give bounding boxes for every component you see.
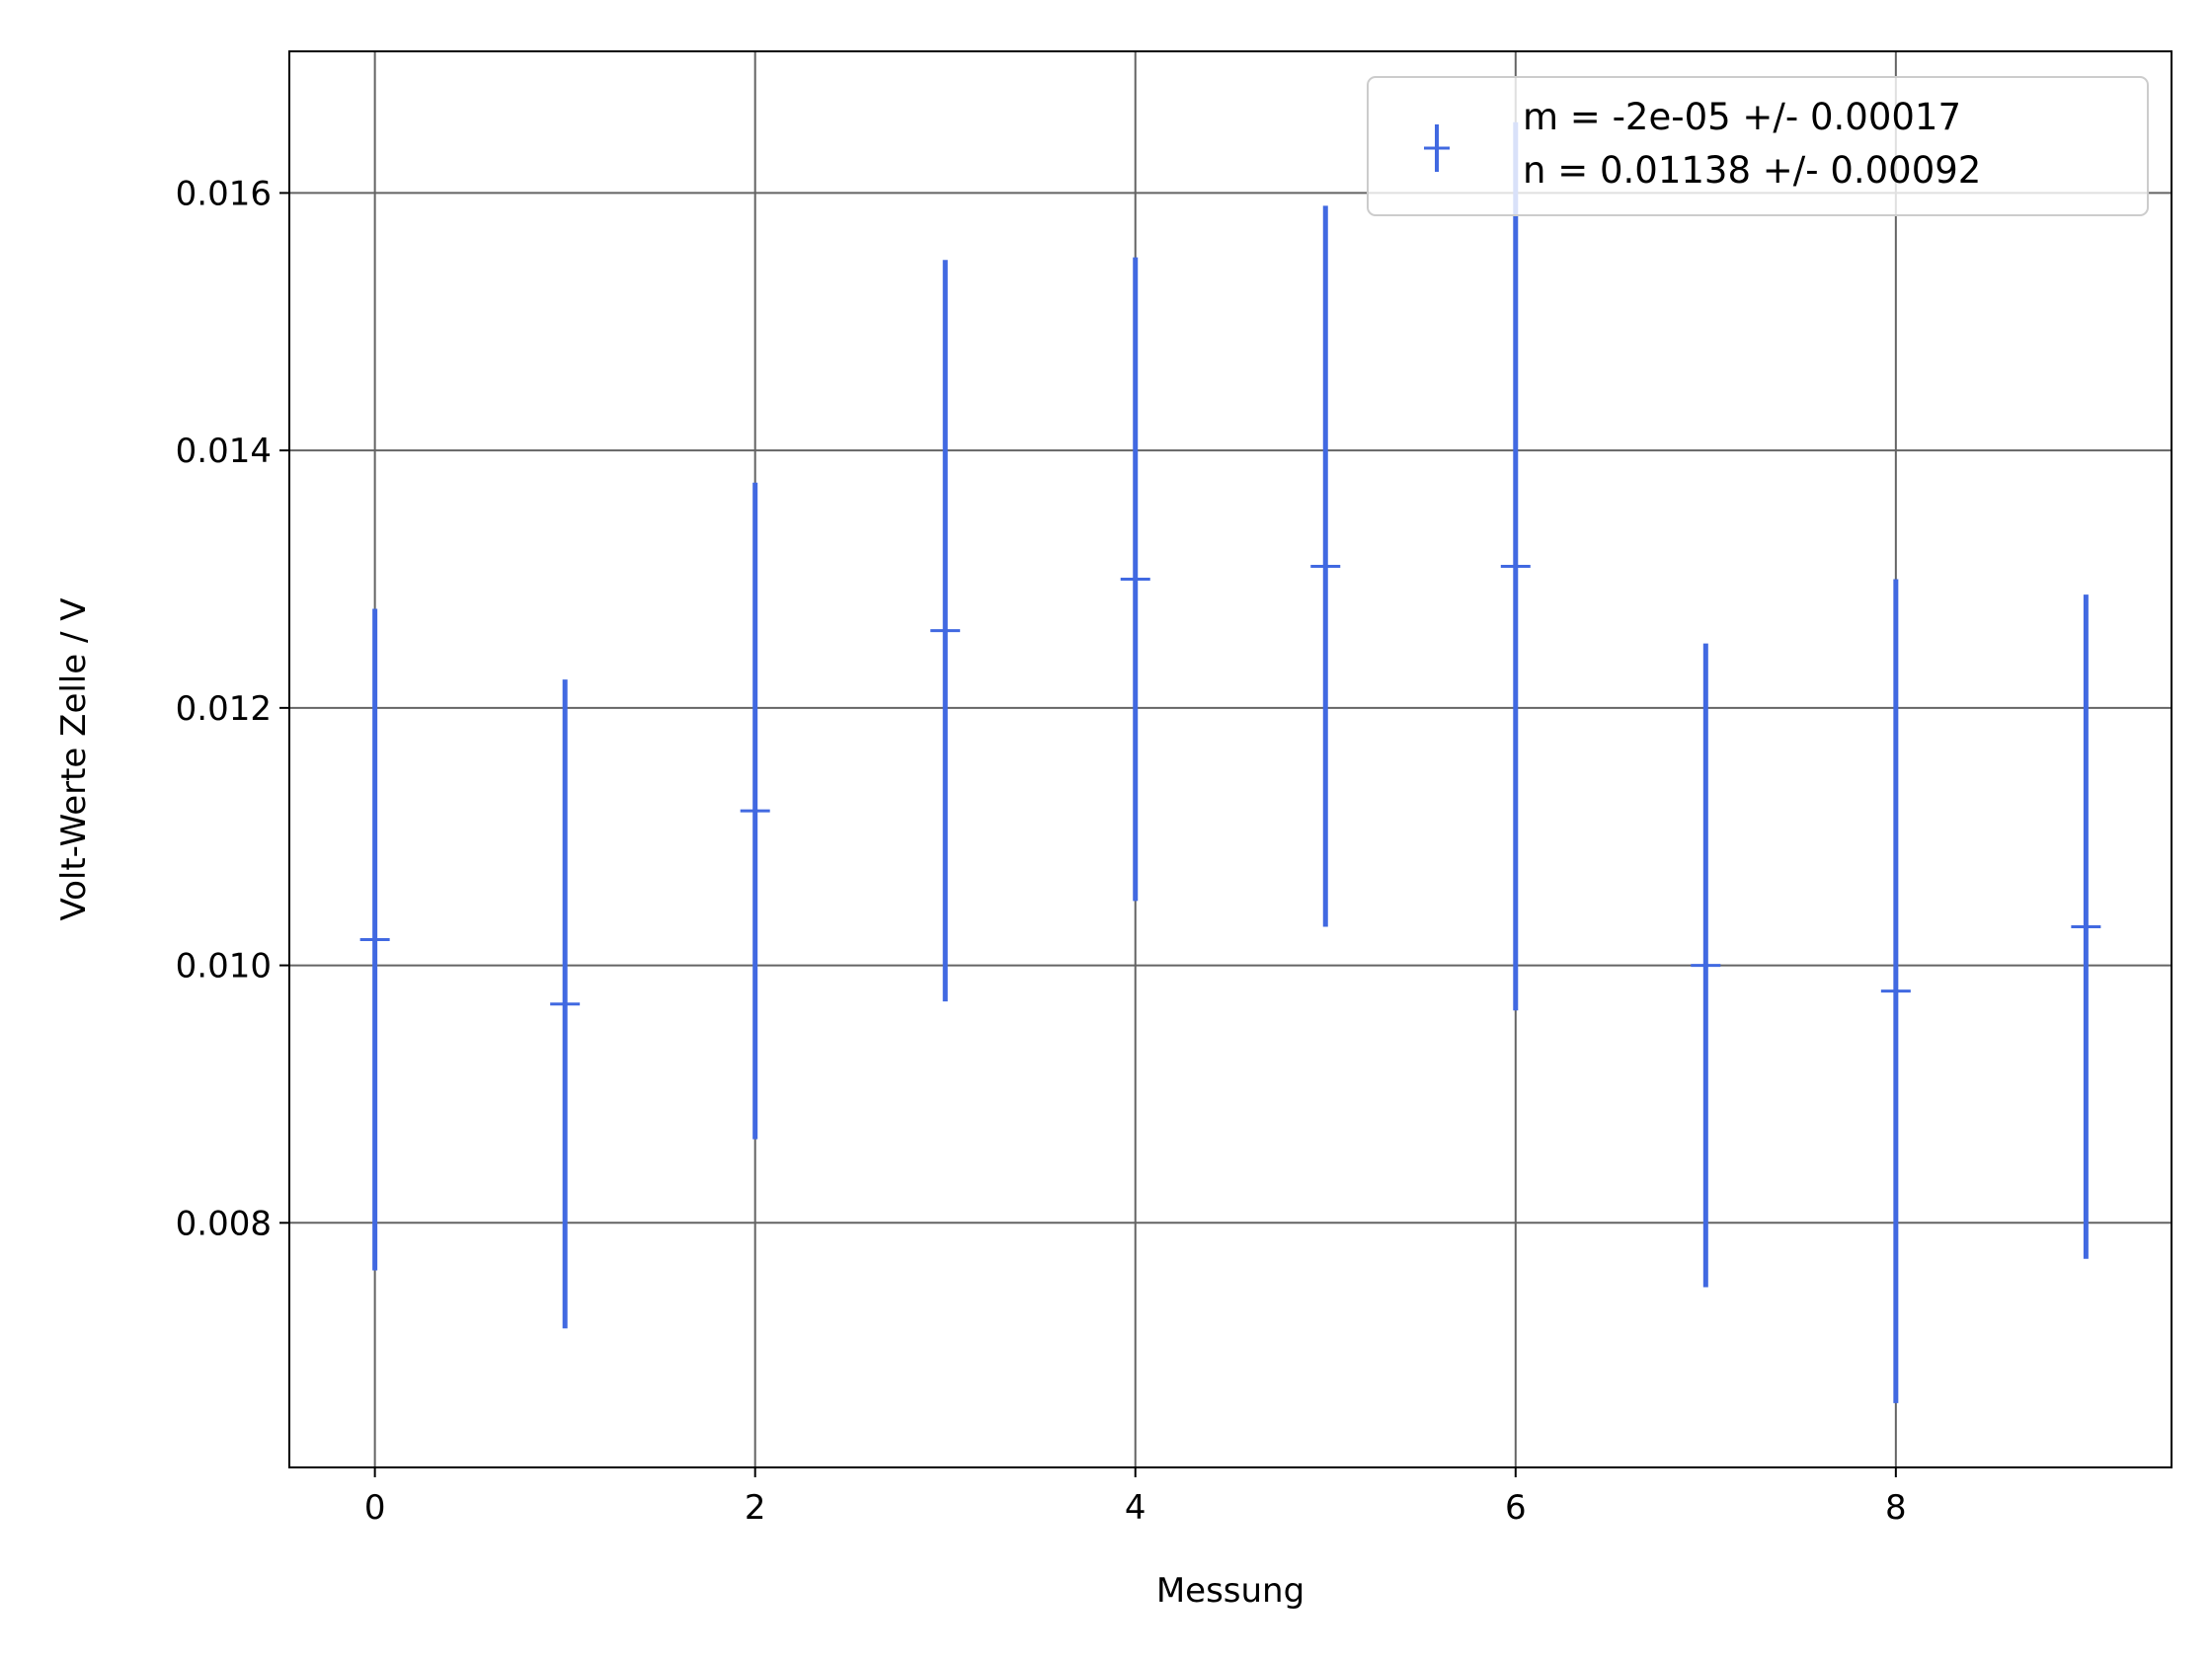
legend-line-m: m = -2e-05 +/- 0.00017 <box>1523 96 1961 138</box>
y-axis-label: Volt-Werte Zelle / V <box>54 597 94 920</box>
axis-ticks: 0 2 4 6 8 0.008 0.010 0.012 0.014 0.016 <box>176 174 1907 1528</box>
legend: m = -2e-05 +/- 0.00017 n = 0.01138 +/- 0… <box>1367 76 2149 216</box>
plot-frame <box>288 50 2172 1468</box>
x-tick-label: 8 <box>1885 1488 1907 1528</box>
legend-box <box>1367 76 2149 216</box>
legend-line-n: n = 0.01138 +/- 0.00092 <box>1523 149 1981 192</box>
x-tick-label: 4 <box>1125 1488 1146 1528</box>
x-tick-label: 0 <box>364 1488 386 1528</box>
y-tick-label: 0.008 <box>176 1204 272 1243</box>
y-tick-label: 0.012 <box>176 689 272 729</box>
y-tick-label: 0.014 <box>176 432 272 471</box>
x-tick-label: 2 <box>745 1488 766 1528</box>
data-series <box>359 121 2101 1403</box>
y-tick-label: 0.016 <box>176 174 272 213</box>
x-axis-label: Messung <box>1156 1571 1304 1611</box>
y-tick-label: 0.010 <box>176 947 272 987</box>
x-tick-label: 6 <box>1505 1488 1527 1528</box>
